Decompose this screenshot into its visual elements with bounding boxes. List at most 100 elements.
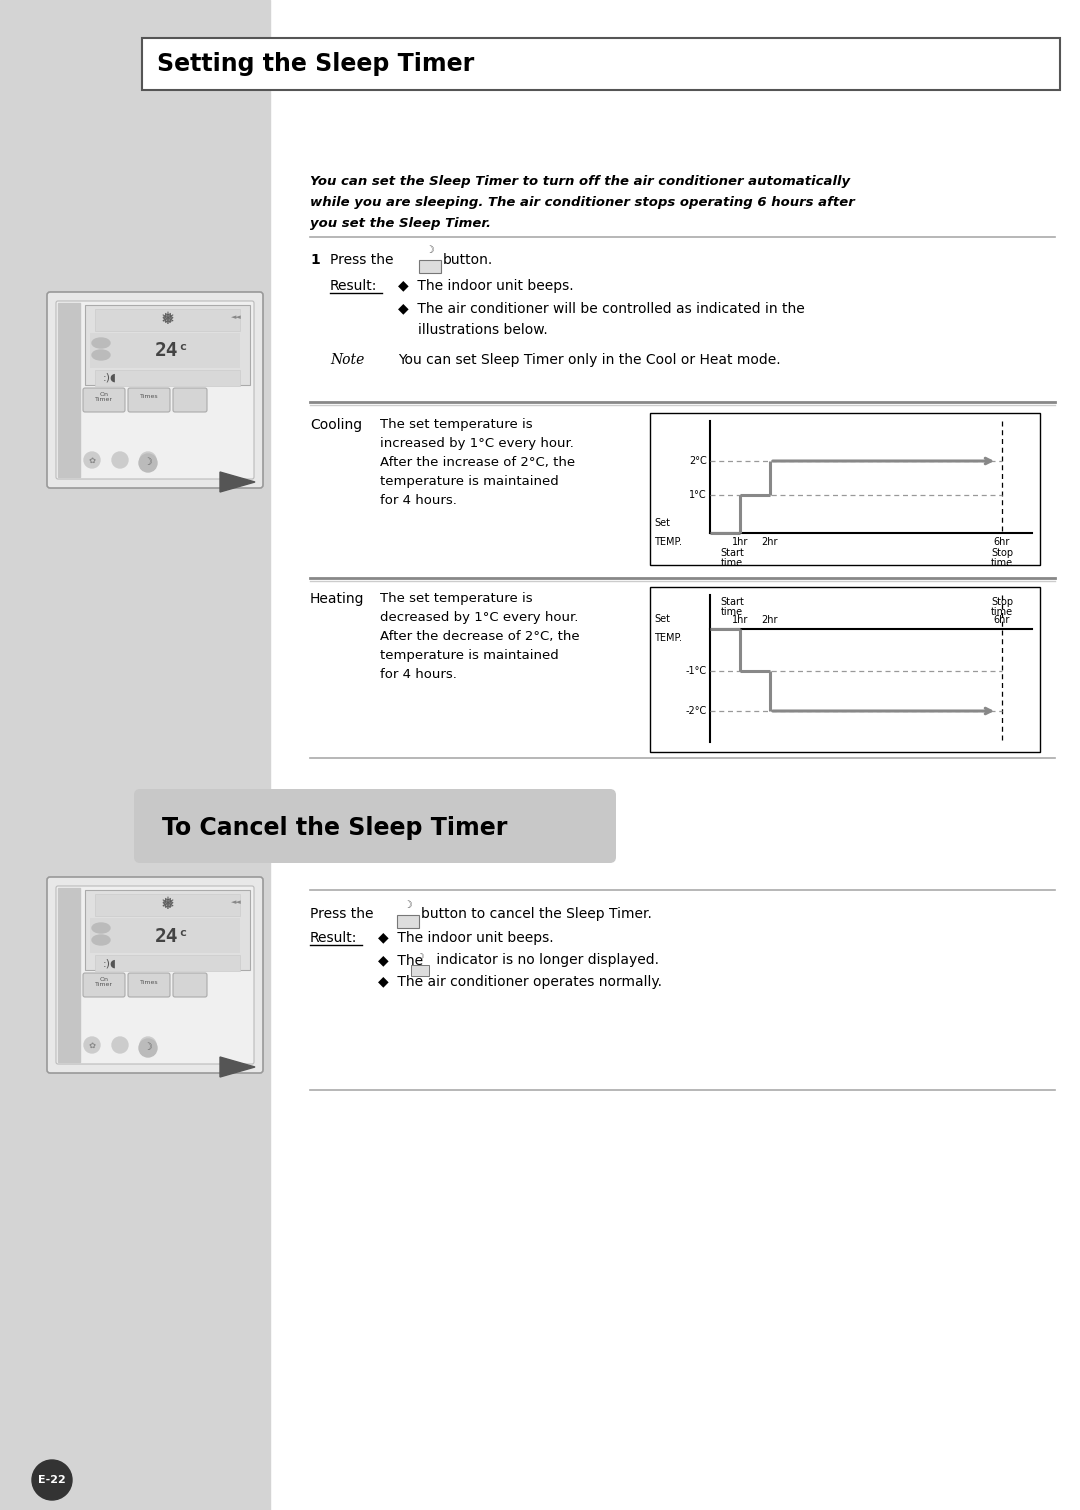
- Text: You can set Sleep Timer only in the Cool or Heat mode.: You can set Sleep Timer only in the Cool…: [399, 353, 781, 367]
- Bar: [650, 414, 1040, 565]
- Text: Stop: Stop: [991, 548, 1013, 559]
- Ellipse shape: [92, 923, 110, 933]
- Bar: [95, 894, 240, 917]
- Ellipse shape: [92, 350, 110, 359]
- FancyBboxPatch shape: [56, 886, 254, 1065]
- Bar: [411, 965, 429, 975]
- Text: :)◖: :)◖: [103, 373, 117, 384]
- Text: -2°C: -2°C: [686, 707, 707, 716]
- Bar: [95, 954, 240, 971]
- Text: TEMP.: TEMP.: [654, 538, 681, 547]
- Circle shape: [139, 1039, 157, 1057]
- Text: Press the: Press the: [330, 254, 393, 267]
- Bar: [58, 304, 80, 477]
- Text: Set: Set: [654, 615, 670, 624]
- Text: ❅: ❅: [162, 898, 173, 912]
- Bar: [58, 888, 80, 1062]
- Text: 6hr: 6hr: [994, 615, 1010, 625]
- Text: ❅: ❅: [161, 895, 175, 914]
- Text: time: time: [721, 607, 743, 618]
- Text: On
Timer: On Timer: [95, 391, 113, 402]
- Text: ◆  The indoor unit beeps.: ◆ The indoor unit beeps.: [378, 932, 554, 945]
- Circle shape: [112, 451, 129, 468]
- Ellipse shape: [92, 935, 110, 945]
- Text: ☽: ☽: [144, 1042, 152, 1052]
- Text: After the increase of 2°C, the: After the increase of 2°C, the: [380, 456, 576, 470]
- Bar: [90, 334, 240, 368]
- Text: 1hr: 1hr: [732, 615, 748, 625]
- Text: time: time: [991, 559, 1013, 568]
- Text: You can set the Sleep Timer to turn off the air conditioner automatically: You can set the Sleep Timer to turn off …: [310, 175, 850, 189]
- Text: ◆  The air conditioner will be controlled as indicated in the: ◆ The air conditioner will be controlled…: [399, 300, 805, 316]
- Text: On
Timer: On Timer: [95, 977, 113, 988]
- Text: for 4 hours.: for 4 hours.: [380, 667, 457, 681]
- Bar: [85, 889, 249, 969]
- Text: 1hr: 1hr: [732, 538, 748, 547]
- Text: illustrations below.: illustrations below.: [418, 323, 548, 337]
- Text: 2°C: 2°C: [689, 456, 707, 467]
- FancyBboxPatch shape: [134, 790, 616, 864]
- Text: ◄◄: ◄◄: [231, 898, 242, 904]
- Text: Set: Set: [654, 518, 670, 528]
- FancyBboxPatch shape: [129, 388, 170, 412]
- Text: ❅: ❅: [161, 310, 175, 328]
- Text: button.: button.: [443, 254, 494, 267]
- Circle shape: [140, 1037, 156, 1052]
- Text: Note: Note: [330, 353, 364, 367]
- Bar: [397, 915, 419, 929]
- Text: ☽: ☽: [404, 900, 413, 911]
- Text: ◆  The: ◆ The: [378, 953, 428, 966]
- FancyBboxPatch shape: [83, 388, 125, 412]
- FancyBboxPatch shape: [56, 300, 254, 479]
- Text: increased by 1°C every hour.: increased by 1°C every hour.: [380, 436, 573, 450]
- Ellipse shape: [92, 338, 110, 347]
- FancyBboxPatch shape: [173, 388, 207, 412]
- Text: time: time: [721, 559, 743, 568]
- FancyBboxPatch shape: [48, 877, 264, 1074]
- Text: ☽: ☽: [144, 458, 152, 467]
- Bar: [95, 370, 240, 387]
- Text: temperature is maintained: temperature is maintained: [380, 476, 558, 488]
- Text: The set temperature is: The set temperature is: [380, 418, 532, 430]
- Text: ◆  The indoor unit beeps.: ◆ The indoor unit beeps.: [399, 279, 573, 293]
- Bar: [85, 305, 249, 385]
- Polygon shape: [220, 473, 255, 492]
- Text: Cooling: Cooling: [310, 418, 362, 432]
- Text: After the decrease of 2°C, the: After the decrease of 2°C, the: [380, 630, 580, 643]
- Text: Start: Start: [720, 596, 744, 607]
- Text: Stop: Stop: [991, 596, 1013, 607]
- Text: 1°C: 1°C: [689, 491, 707, 500]
- FancyBboxPatch shape: [129, 972, 170, 997]
- Text: ❅: ❅: [162, 313, 173, 328]
- Text: The set temperature is: The set temperature is: [380, 592, 532, 606]
- Text: temperature is maintained: temperature is maintained: [380, 649, 558, 661]
- Text: ✿: ✿: [89, 456, 95, 465]
- Circle shape: [84, 451, 100, 468]
- FancyBboxPatch shape: [173, 972, 207, 997]
- Bar: [95, 310, 240, 331]
- Text: Press the: Press the: [310, 908, 374, 921]
- Bar: [0, 0, 270, 1510]
- Circle shape: [84, 1037, 100, 1052]
- Text: 2hr: 2hr: [761, 538, 779, 547]
- Text: ☽: ☽: [426, 245, 434, 255]
- Text: button to cancel the Sleep Timer.: button to cancel the Sleep Timer.: [421, 908, 652, 921]
- Bar: [419, 260, 441, 273]
- Text: Result:: Result:: [330, 279, 377, 293]
- Text: E-22: E-22: [38, 1475, 66, 1484]
- Text: Result:: Result:: [310, 932, 357, 945]
- FancyBboxPatch shape: [83, 972, 125, 997]
- Text: indicator is no longer displayed.: indicator is no longer displayed.: [432, 953, 659, 966]
- Circle shape: [140, 451, 156, 468]
- Circle shape: [112, 1037, 129, 1052]
- Text: 24ᶜ: 24ᶜ: [154, 341, 190, 361]
- Text: 24ᶜ: 24ᶜ: [154, 927, 190, 945]
- Text: To Cancel the Sleep Timer: To Cancel the Sleep Timer: [162, 815, 508, 840]
- Text: ◆  The air conditioner operates normally.: ◆ The air conditioner operates normally.: [378, 975, 662, 989]
- Text: Times: Times: [139, 394, 159, 400]
- FancyBboxPatch shape: [48, 291, 264, 488]
- Text: Setting the Sleep Timer: Setting the Sleep Timer: [157, 51, 474, 76]
- Text: ✿: ✿: [89, 1040, 95, 1049]
- Text: you set the Sleep Timer.: you set the Sleep Timer.: [310, 217, 491, 230]
- Text: for 4 hours.: for 4 hours.: [380, 494, 457, 507]
